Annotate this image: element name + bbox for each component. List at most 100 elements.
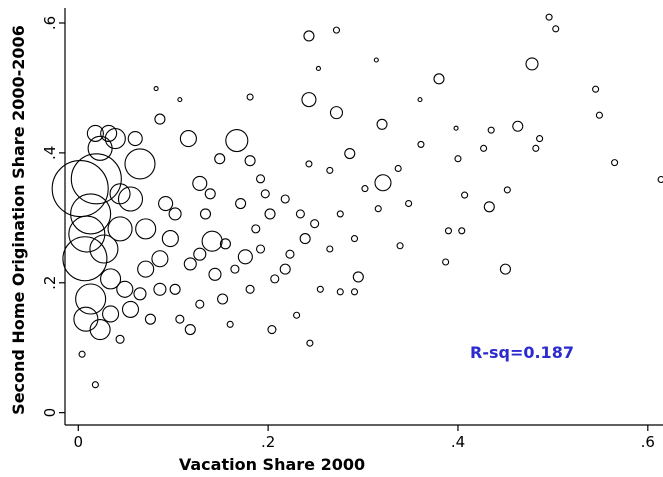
bubble (255, 244, 266, 254)
bubble (235, 197, 247, 210)
bubble (499, 263, 511, 275)
bubble (169, 283, 181, 295)
y-tick-label: 0 (41, 408, 59, 418)
bubble (503, 186, 511, 194)
bubble (373, 57, 379, 63)
bubble (246, 93, 254, 101)
bubble (115, 334, 125, 344)
bubble (374, 174, 392, 192)
bubble (326, 245, 334, 253)
bubble (444, 227, 453, 235)
bubble (461, 191, 469, 199)
bubble (344, 147, 356, 160)
bubble (179, 130, 197, 148)
y-axis-title: Second Home Origination Share 2000-2006 (9, 25, 28, 415)
bubble (214, 153, 226, 165)
bubble (144, 313, 156, 325)
bubble (78, 350, 86, 358)
annotation: R-sq=0.187 (470, 343, 574, 362)
bubble (116, 280, 134, 298)
bubble (458, 227, 466, 235)
bubble (316, 285, 324, 293)
bubble (260, 189, 270, 199)
bubble (280, 194, 290, 204)
bubble (305, 160, 313, 168)
bubble (299, 233, 311, 245)
bubble (153, 282, 167, 296)
bubble (245, 284, 255, 294)
bubble (70, 153, 122, 205)
bubble (153, 86, 159, 92)
bubble (107, 216, 133, 242)
bubble (193, 247, 207, 261)
bubble (195, 299, 205, 309)
bubble (89, 234, 119, 264)
bubble (102, 305, 120, 323)
bubble (310, 219, 320, 229)
bubble (91, 381, 99, 389)
bubble (657, 175, 663, 184)
bubble (177, 97, 183, 103)
bubble (121, 300, 140, 318)
bubble (183, 257, 197, 271)
bubble (611, 159, 619, 167)
bubble (332, 26, 341, 34)
bubble (109, 183, 131, 205)
bubble (545, 13, 553, 21)
bubble (306, 339, 314, 347)
bubble (226, 320, 234, 328)
bubble (417, 97, 423, 103)
bubble (100, 268, 122, 290)
x-tick-label: 0 (74, 433, 84, 451)
bubble (433, 73, 445, 85)
bubble (285, 249, 295, 259)
bubble (352, 271, 364, 283)
y-tick-label: .2 (41, 276, 59, 290)
bubble (244, 155, 256, 167)
bubble (376, 118, 388, 130)
bubble (295, 209, 305, 219)
bubble (75, 283, 107, 315)
bubble (264, 208, 276, 220)
bubble (442, 258, 450, 266)
bubble (350, 288, 359, 296)
bubble (303, 30, 315, 42)
bubble (532, 144, 540, 152)
bubble (124, 148, 156, 180)
bubble (161, 230, 179, 248)
bubble (133, 287, 147, 301)
bubble (151, 250, 169, 268)
bubble (158, 195, 174, 212)
bubble (350, 235, 359, 243)
bubble (487, 126, 495, 134)
bubble (512, 120, 524, 132)
bubble (483, 201, 495, 213)
bubble (219, 238, 231, 250)
bubble (73, 306, 99, 332)
bubble (225, 128, 249, 153)
bubble (117, 186, 144, 212)
bubble (405, 199, 413, 208)
bubble (255, 174, 266, 184)
bubble (374, 205, 382, 213)
bubble (204, 188, 216, 200)
bubble (62, 236, 108, 282)
bubble (127, 131, 143, 147)
bubble (86, 124, 104, 142)
bubble (217, 293, 229, 305)
bubble (417, 140, 425, 148)
bubble (454, 155, 462, 163)
bubble (89, 318, 111, 341)
bubble (184, 323, 196, 336)
bubble (336, 288, 344, 296)
bubble (293, 311, 301, 319)
bubble (396, 242, 404, 250)
bubble (137, 260, 155, 278)
bubble (251, 224, 261, 234)
bubble (154, 113, 166, 125)
bubble (230, 264, 240, 274)
bubble (552, 25, 560, 33)
bubble (361, 185, 369, 193)
bubble (192, 175, 208, 191)
bubble (168, 207, 182, 221)
